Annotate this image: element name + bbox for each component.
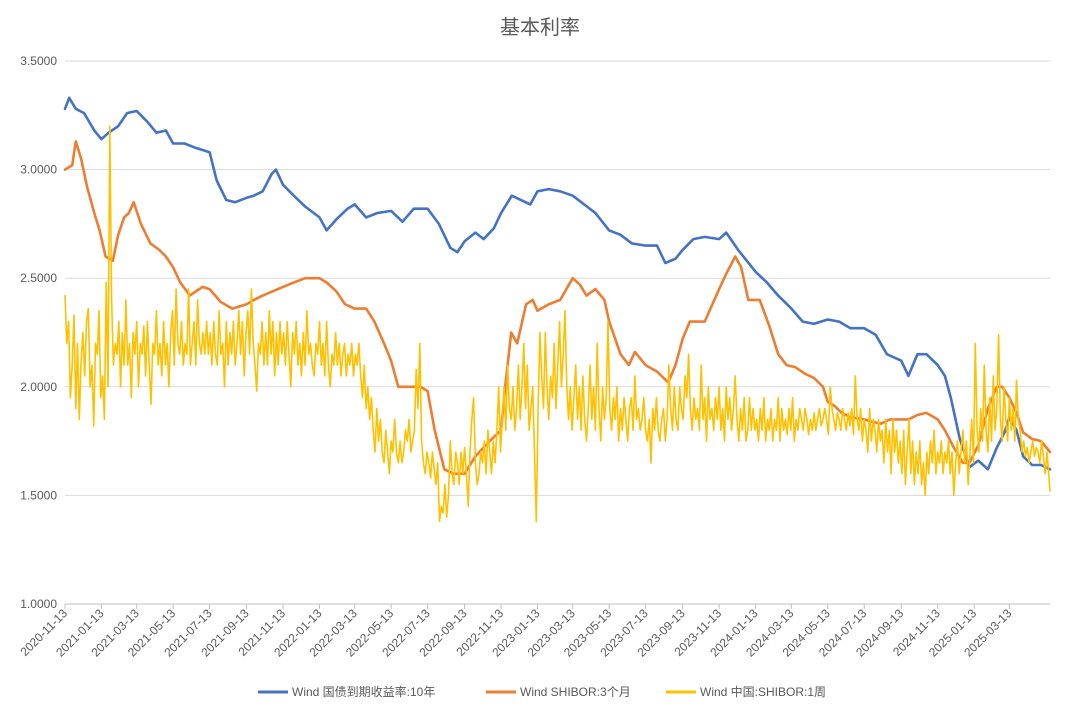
x-axis: 2020-11-132021-01-132021-03-132021-05-13… [17, 603, 1050, 660]
y-tick-label: 2.0000 [20, 380, 57, 394]
series-group [63, 96, 1052, 523]
y-tick-label: 3.0000 [20, 163, 57, 177]
legend: Wind 国债到期收益率:10年 Wind SHIBOR:3个月 Wind 中国:S… [258, 684, 826, 699]
y-tick-label: 1.0000 [20, 597, 57, 611]
y-axis: 1.0000 1.5000 2.0000 2.5000 3.0000 3.5000 [20, 54, 57, 611]
y-tick-label: 2.5000 [20, 271, 57, 285]
legend-label: Wind SHIBOR:3个月 [520, 685, 631, 699]
series-line-3 [64, 125, 1051, 523]
y-tick-label: 1.5000 [20, 488, 57, 502]
chart-title: 基本利率 [500, 16, 580, 39]
legend-label: Wind 中国:SHIBOR:1周 [700, 684, 826, 699]
legend-label: Wind 国债到期收益率:10年 [292, 684, 435, 699]
y-tick-label: 3.5000 [20, 54, 57, 68]
series-line-1 [63, 96, 1052, 471]
